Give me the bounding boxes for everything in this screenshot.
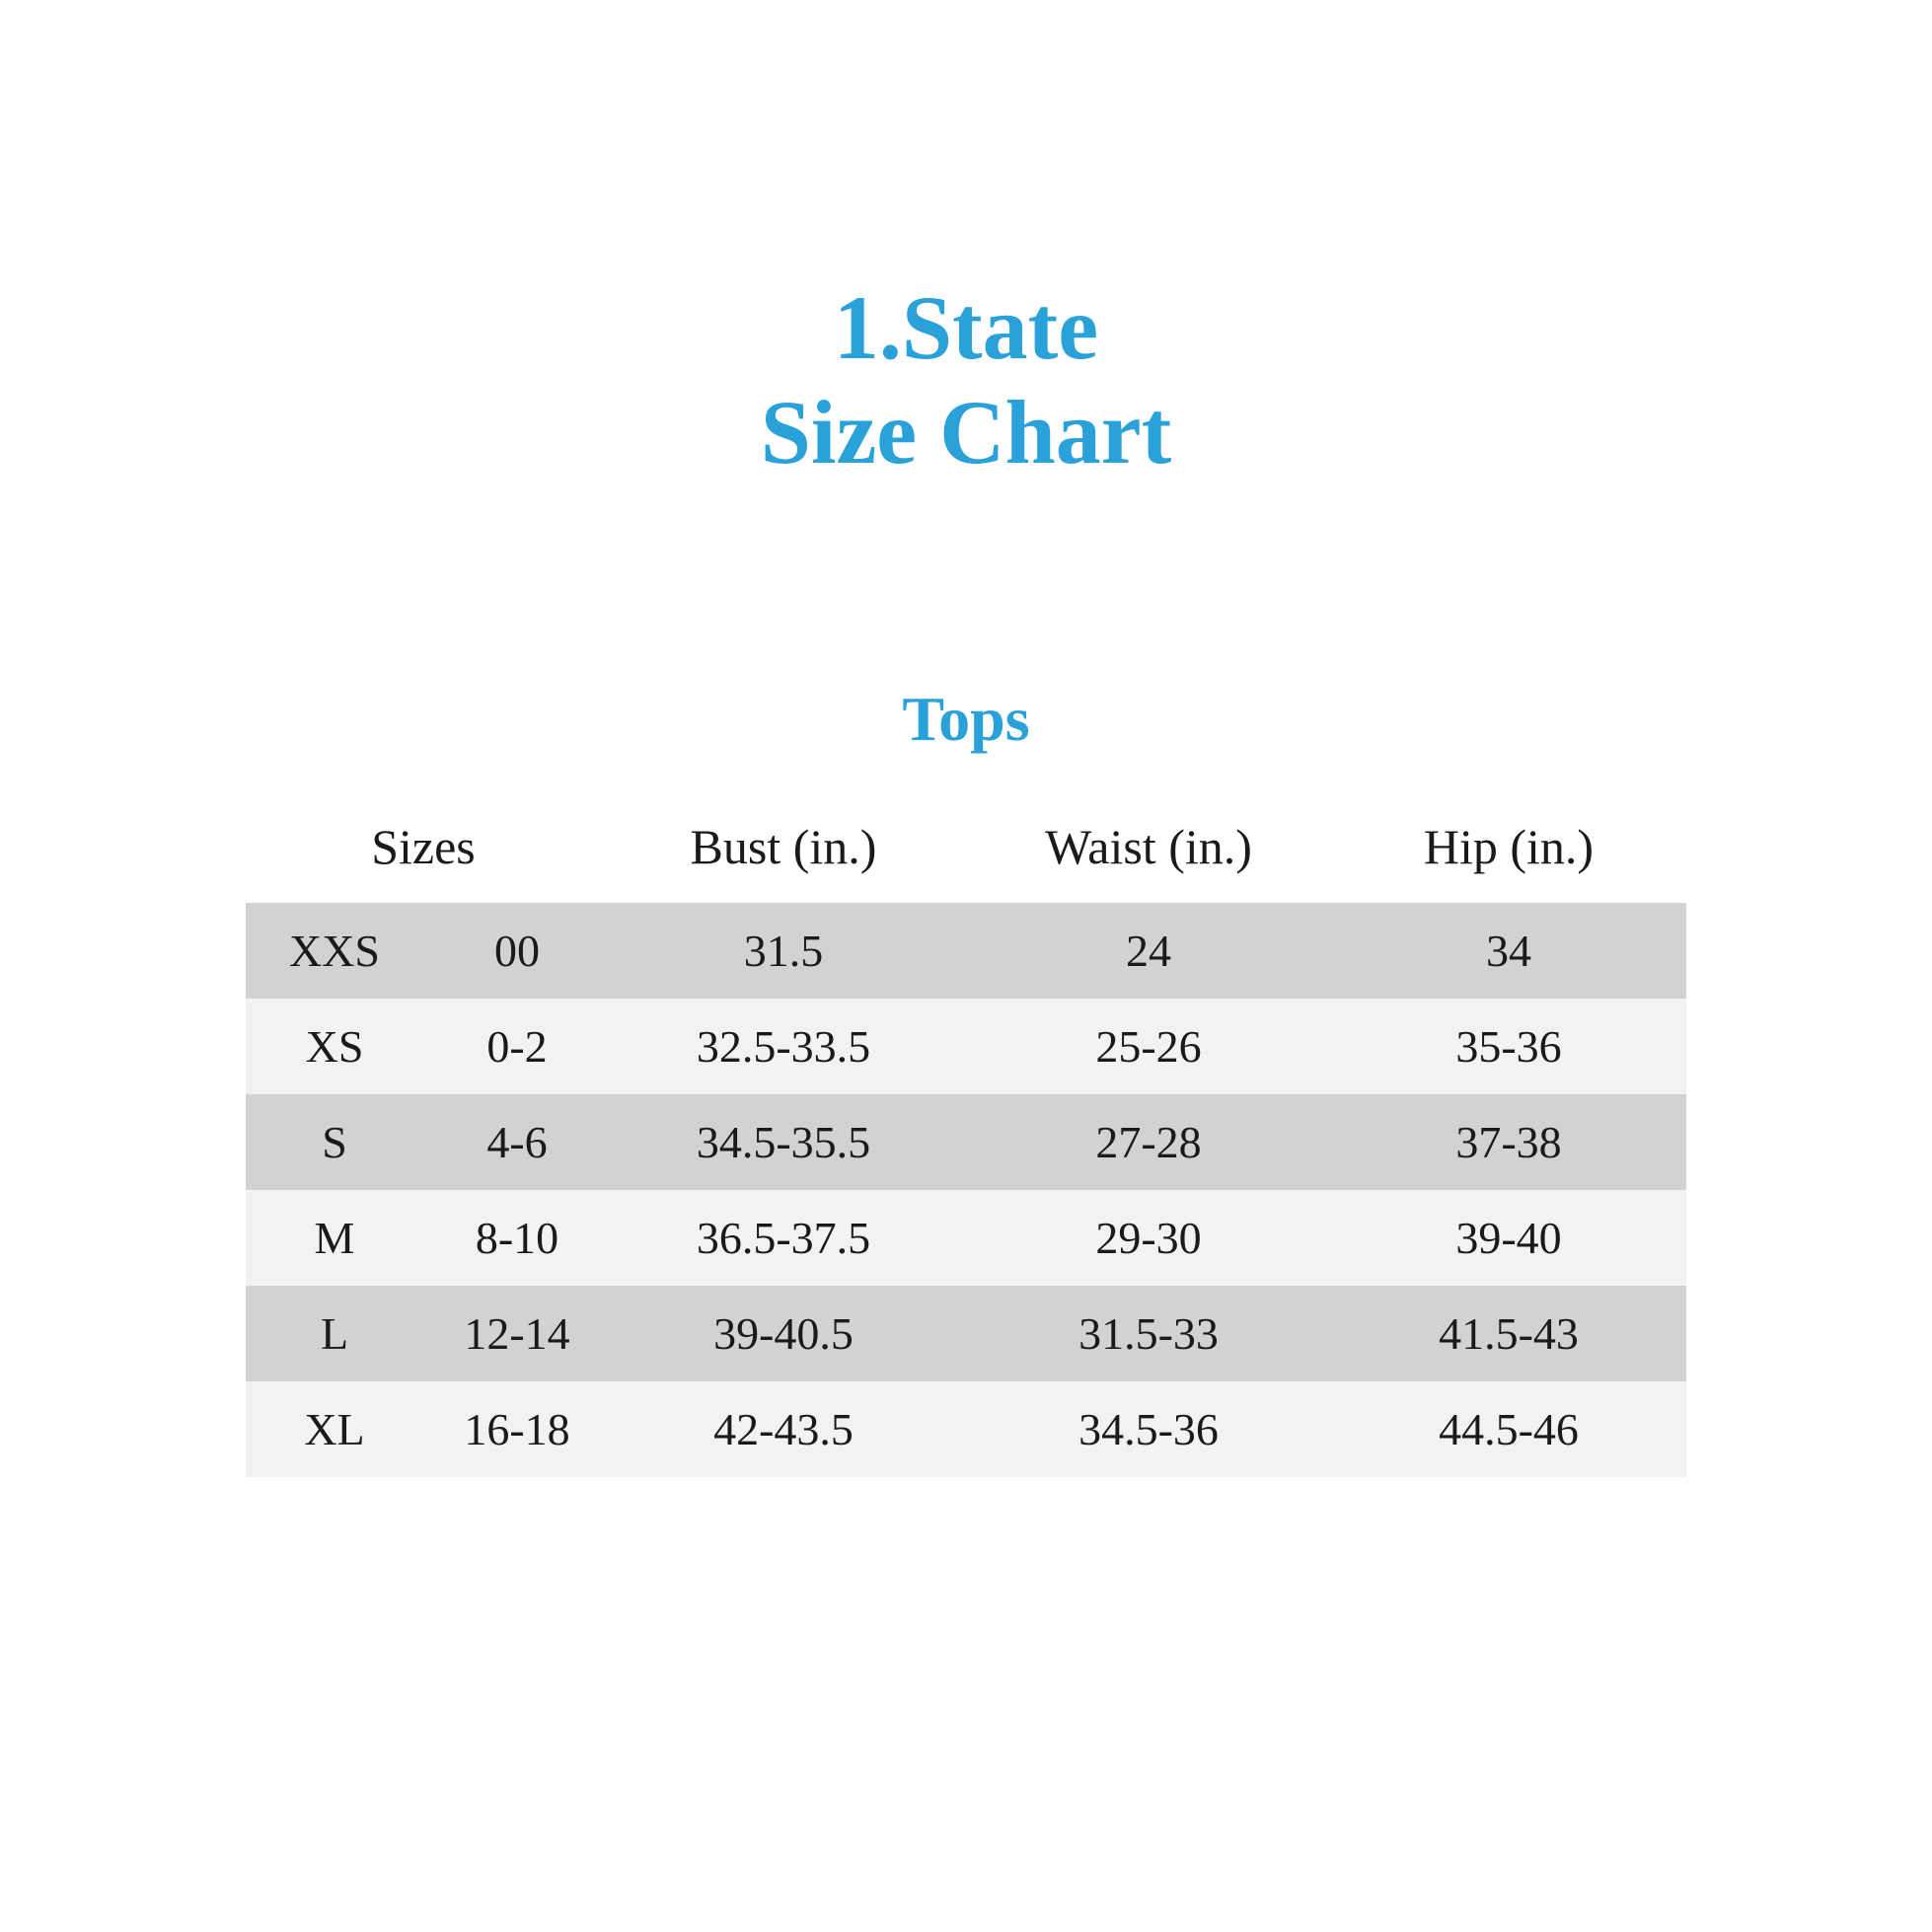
table-row: S4-634.5-35.527-2837-38 — [246, 1094, 1686, 1190]
cell-size-num: 00 — [423, 903, 601, 999]
cell-waist: 31.5-33 — [966, 1286, 1331, 1381]
cell-hip: 34 — [1331, 903, 1686, 999]
cell-hip: 35-36 — [1331, 999, 1686, 1094]
table-body: XXS0031.52434XS0-232.5-33.525-2635-36S4-… — [246, 903, 1686, 1477]
table-header-row: Sizes Bust (in.) Waist (in.) Hip (in.) — [246, 800, 1686, 903]
cell-bust: 42-43.5 — [601, 1381, 966, 1477]
cell-size-num: 4-6 — [423, 1094, 601, 1190]
cell-bust: 31.5 — [601, 903, 966, 999]
cell-hip: 39-40 — [1331, 1190, 1686, 1286]
cell-waist: 24 — [966, 903, 1331, 999]
cell-size-label: S — [246, 1094, 423, 1190]
cell-size-num: 0-2 — [423, 999, 601, 1094]
cell-size-label: L — [246, 1286, 423, 1381]
cell-size-label: XXS — [246, 903, 423, 999]
cell-waist: 27-28 — [966, 1094, 1331, 1190]
cell-hip: 41.5-43 — [1331, 1286, 1686, 1381]
col-header-waist: Waist (in.) — [966, 800, 1331, 903]
cell-size-label: M — [246, 1190, 423, 1286]
title-line-2: Size Chart — [761, 381, 1171, 485]
title-line-1: 1.State — [761, 276, 1171, 381]
cell-size-num: 12-14 — [423, 1286, 601, 1381]
cell-bust: 36.5-37.5 — [601, 1190, 966, 1286]
cell-bust: 39-40.5 — [601, 1286, 966, 1381]
table-row: M8-1036.5-37.529-3039-40 — [246, 1190, 1686, 1286]
table-row: L12-1439-40.531.5-3341.5-43 — [246, 1286, 1686, 1381]
table-row: XXS0031.52434 — [246, 903, 1686, 999]
cell-waist: 29-30 — [966, 1190, 1331, 1286]
cell-hip: 37-38 — [1331, 1094, 1686, 1190]
cell-waist: 25-26 — [966, 999, 1331, 1094]
cell-bust: 34.5-35.5 — [601, 1094, 966, 1190]
page-title: 1.State Size Chart — [761, 276, 1171, 485]
col-header-sizes: Sizes — [246, 800, 601, 903]
cell-size-label: XS — [246, 999, 423, 1094]
section-title: Tops — [902, 683, 1029, 756]
table-row: XS0-232.5-33.525-2635-36 — [246, 999, 1686, 1094]
col-header-bust: Bust (in.) — [601, 800, 966, 903]
size-chart-container: 1.State Size Chart Tops Sizes Bust (in.)… — [0, 0, 1932, 1477]
cell-size-label: XL — [246, 1381, 423, 1477]
cell-size-num: 8-10 — [423, 1190, 601, 1286]
cell-bust: 32.5-33.5 — [601, 999, 966, 1094]
col-header-hip: Hip (in.) — [1331, 800, 1686, 903]
size-chart-table: Sizes Bust (in.) Waist (in.) Hip (in.) X… — [246, 800, 1686, 1477]
table-row: XL16-1842-43.534.5-3644.5-46 — [246, 1381, 1686, 1477]
cell-hip: 44.5-46 — [1331, 1381, 1686, 1477]
cell-size-num: 16-18 — [423, 1381, 601, 1477]
cell-waist: 34.5-36 — [966, 1381, 1331, 1477]
